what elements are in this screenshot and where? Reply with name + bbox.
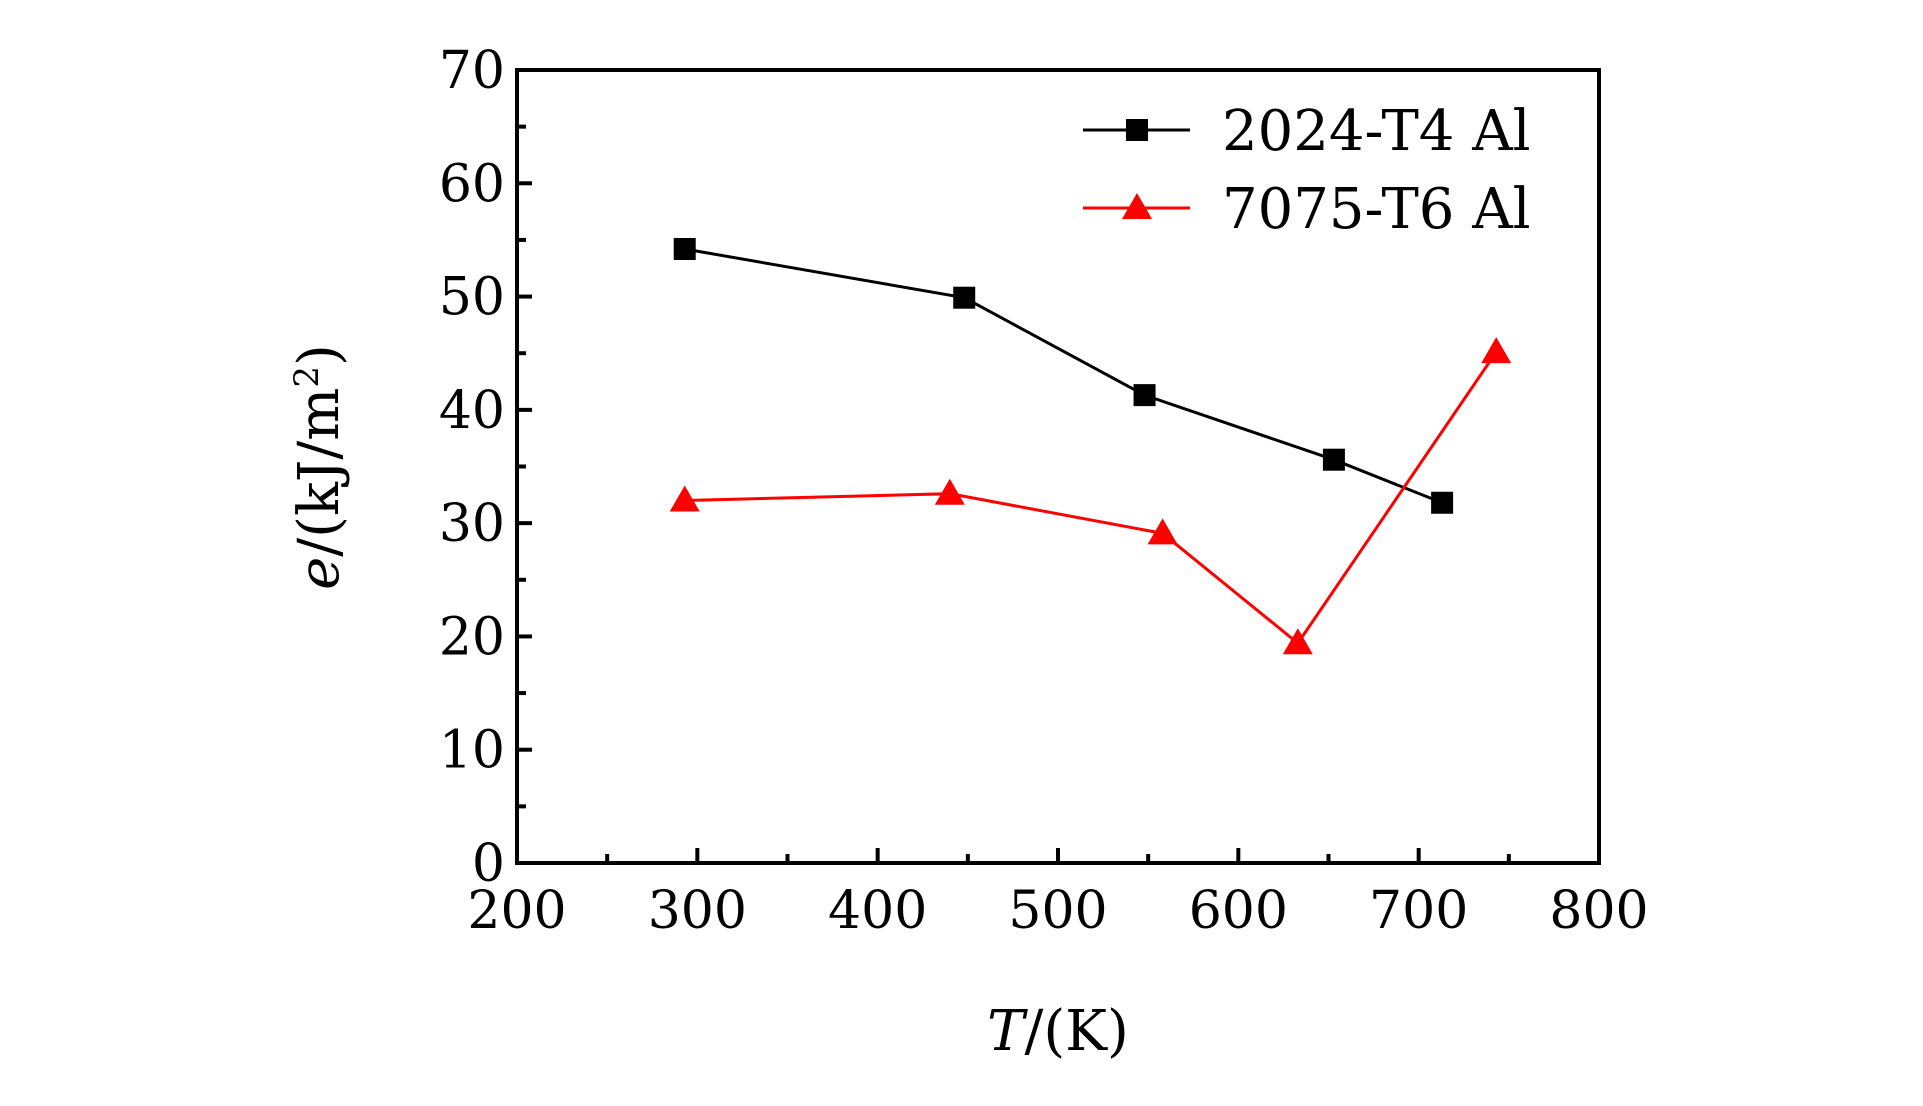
x-tick-label: 600 — [1189, 881, 1288, 941]
series-2024-t4-point — [1431, 491, 1454, 514]
legend-item-2024-t4-marker — [1126, 119, 1148, 141]
x-tick-label: 500 — [1008, 881, 1107, 941]
legend-item-7075-t6-marker — [1122, 193, 1152, 219]
x-tick-label: 800 — [1549, 881, 1648, 941]
series-7075-t6-point — [669, 485, 700, 512]
legend-item-7075-t6-label: 7075-T6 Al — [1222, 177, 1531, 242]
series-7075-t6-point — [1147, 518, 1178, 545]
series-2024-t4-point — [1322, 448, 1345, 471]
legend-item-2024-t4: 2024-T4 Al — [1083, 99, 1531, 164]
series-layer — [669, 237, 1512, 655]
y-axis-label: e/(kJ/m2) — [287, 344, 352, 590]
legend-item-2024-t4-label: 2024-T4 Al — [1222, 99, 1531, 164]
y-axis-unit-close: ) — [287, 344, 352, 366]
y-axis-unit-superscript: 2 — [287, 366, 327, 388]
x-tick-label: 400 — [828, 881, 927, 941]
y-tick-label: 0 — [472, 834, 505, 894]
y-tick-label: 40 — [439, 381, 505, 441]
y-tick-label: 10 — [439, 721, 505, 781]
series-2024-t4 — [673, 237, 1454, 514]
series-7075-t6-point — [1481, 337, 1512, 364]
series-7075-t6 — [669, 337, 1512, 655]
y-axis-unit: /(kJ/m — [287, 388, 352, 557]
x-tick-label: 700 — [1369, 881, 1468, 941]
y-tick-label: 60 — [439, 154, 505, 214]
y-tick-label: 30 — [439, 494, 505, 554]
x-axis-unit: /(K) — [1024, 999, 1128, 1064]
legend: 2024-T4 Al 7075-T6 Al — [1083, 99, 1531, 242]
legend-item-7075-t6: 7075-T6 Al — [1083, 177, 1531, 242]
y-axis-variable: e — [287, 557, 352, 590]
x-axis-label: T/(K) — [987, 999, 1129, 1064]
series-2024-t4-point — [673, 237, 696, 260]
series-7075-t6-point — [1282, 628, 1313, 655]
x-tick-label: 200 — [467, 881, 566, 941]
series-7075-t6-point — [934, 478, 965, 505]
series-7075-t6-line — [684, 351, 1498, 646]
x-axis-variable: T — [987, 999, 1028, 1064]
axis-ticks: 200 300 400 500 600 700 800 0 10 20 30 40 50 60 70 — [439, 41, 1649, 941]
y-tick-label: 70 — [439, 41, 505, 101]
y-tick-label: 50 — [439, 268, 505, 328]
series-2024-t4-point — [1133, 384, 1156, 407]
series-2024-t4-point — [953, 286, 976, 309]
y-tick-label: 20 — [439, 607, 505, 667]
x-tick-label: 300 — [648, 881, 747, 941]
